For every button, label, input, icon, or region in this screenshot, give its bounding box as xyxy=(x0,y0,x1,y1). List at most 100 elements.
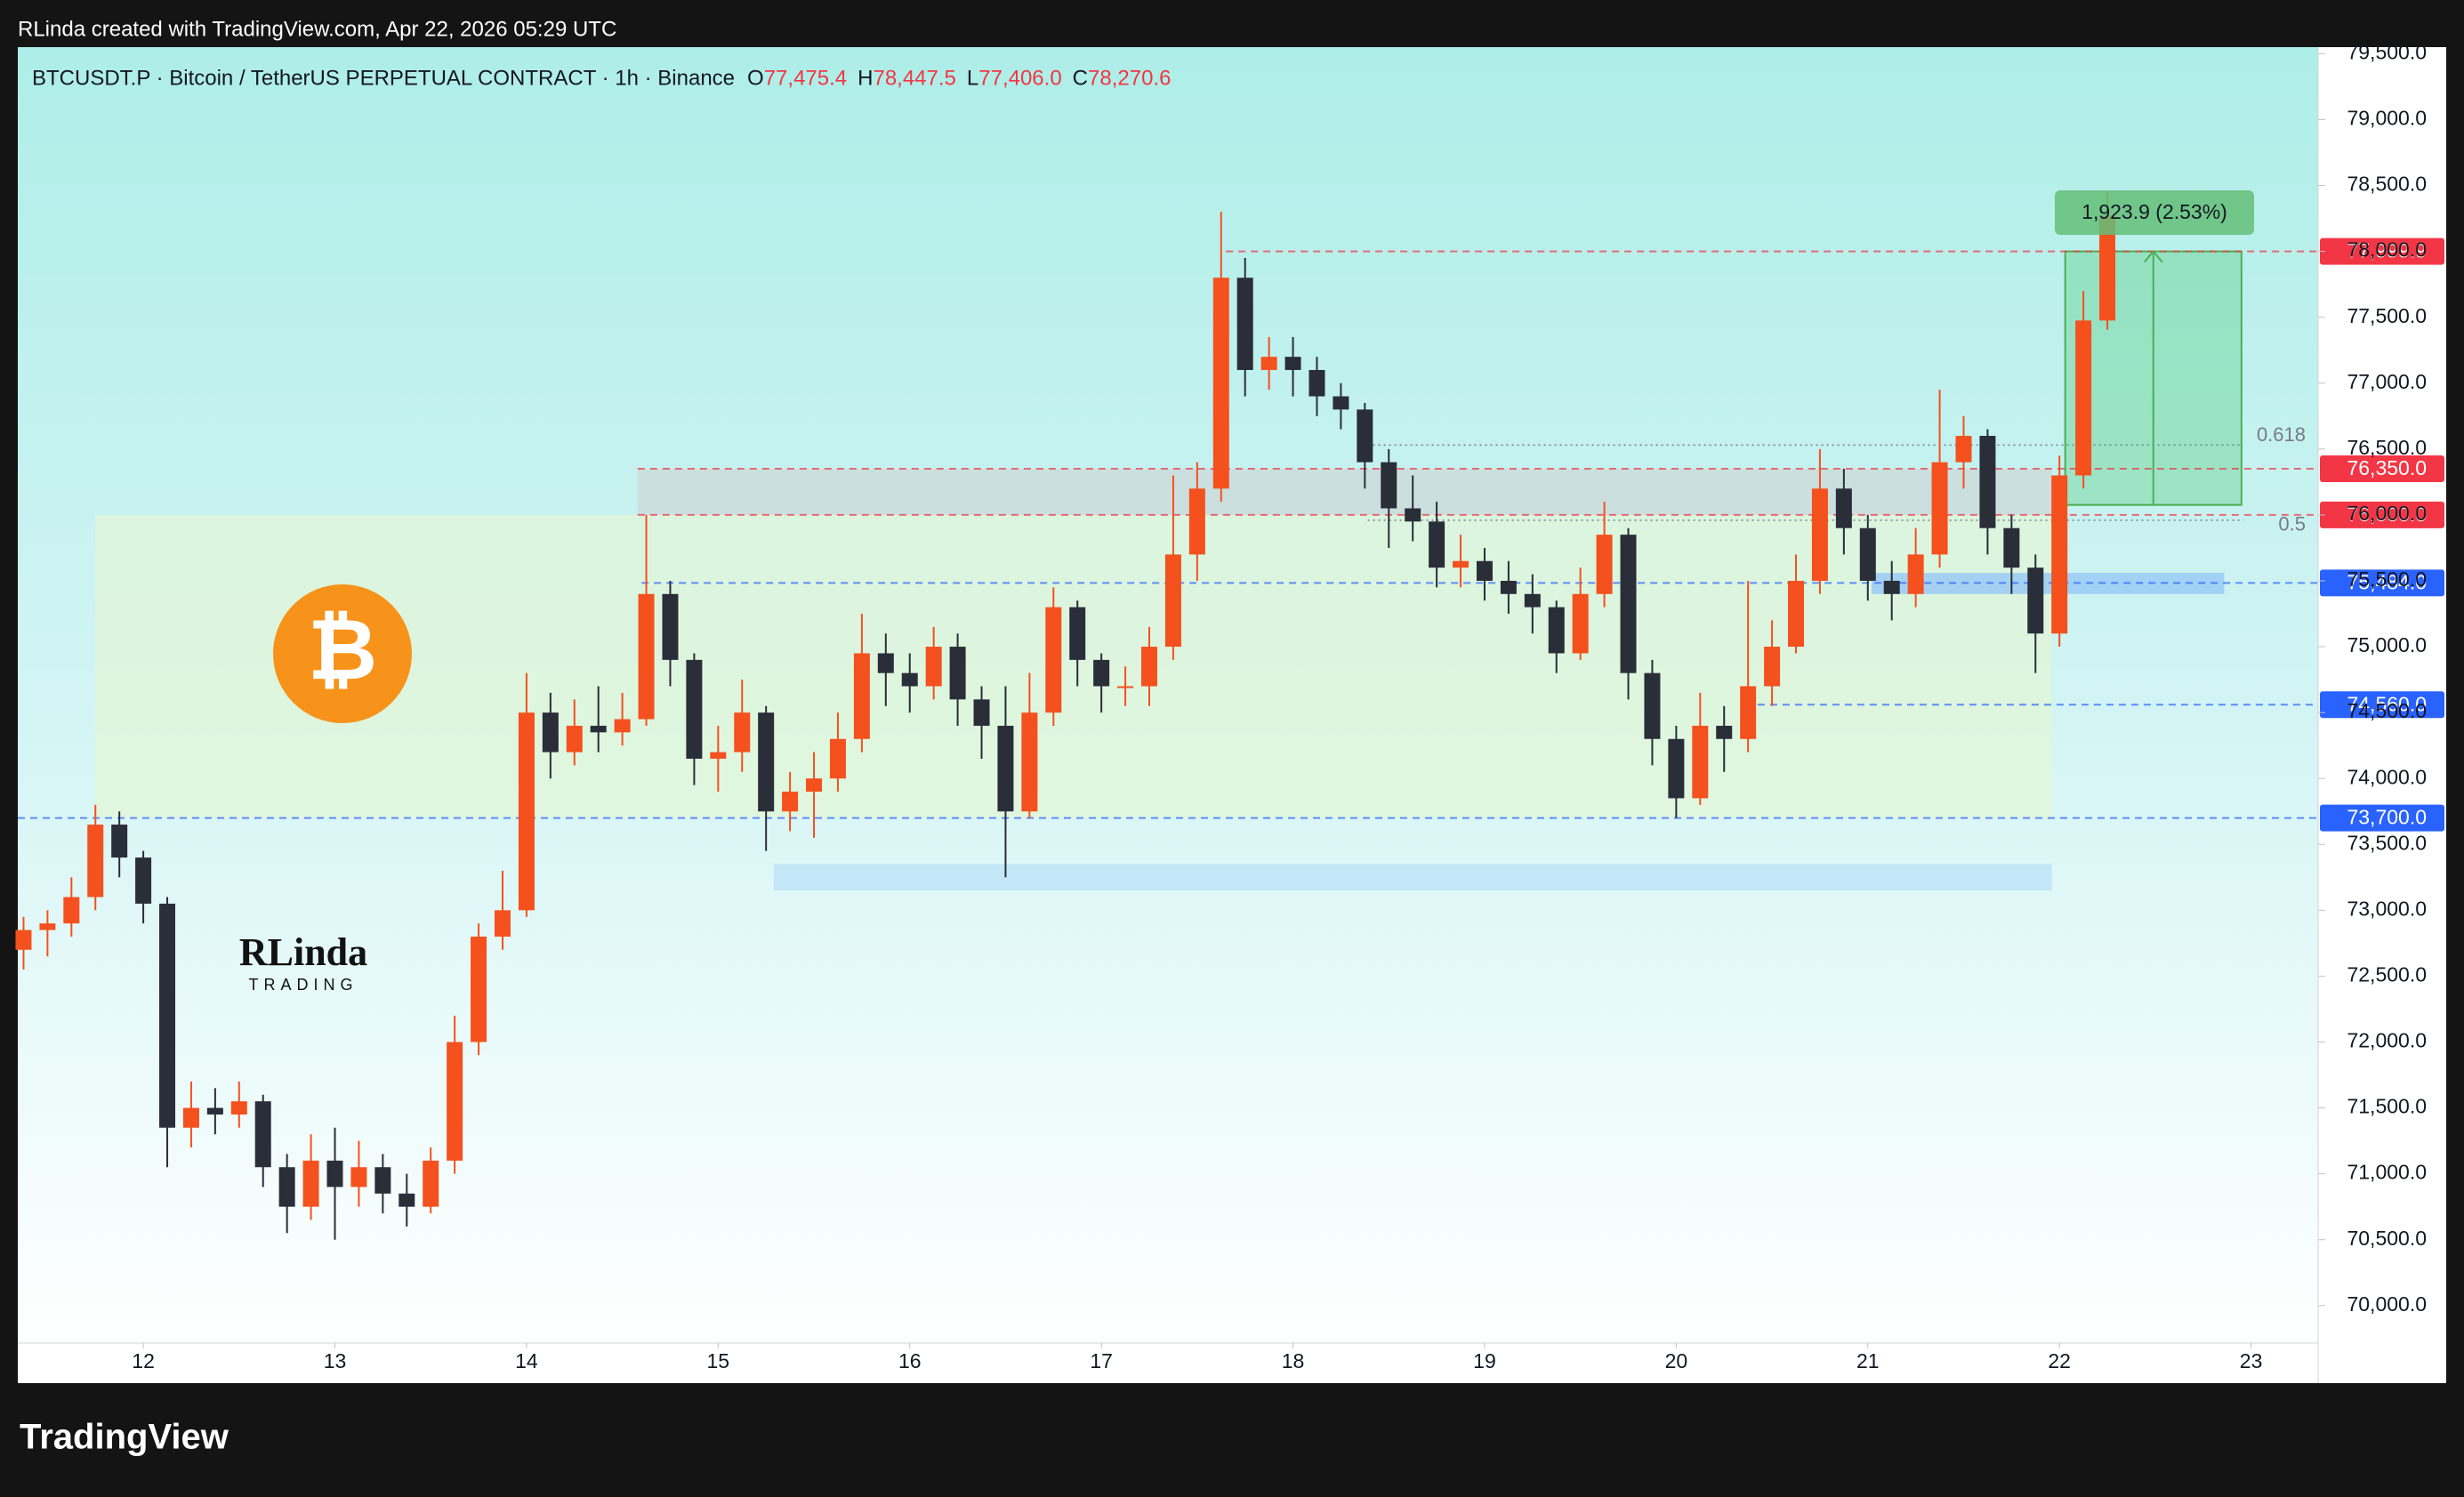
candle-body xyxy=(973,699,990,726)
time-axis xyxy=(18,1343,2318,1383)
candle-body xyxy=(350,1167,367,1187)
candle-body xyxy=(901,672,918,687)
y-tick-label: 78,000.0 xyxy=(2347,238,2427,262)
candle-body xyxy=(710,752,727,759)
measure-label: 1,923.9 (2.53%) xyxy=(2082,200,2227,223)
level-tag xyxy=(2320,237,2444,265)
x-tick-label: 17 xyxy=(1090,1349,1113,1372)
candle-body xyxy=(1716,725,1733,739)
watermark-name: RLinda xyxy=(239,930,367,974)
candle-body xyxy=(1476,560,1493,581)
candle-body xyxy=(1979,436,1996,528)
candle-body xyxy=(1524,593,1541,608)
candle-body xyxy=(1764,647,1781,687)
ohlc-value: 78,447.5 xyxy=(873,66,955,90)
candle-body xyxy=(877,653,894,673)
candle-body xyxy=(1405,508,1421,522)
candle-body xyxy=(2099,215,2116,321)
candle-body xyxy=(15,930,32,950)
candle-body xyxy=(1907,554,1924,594)
candle-body xyxy=(1117,686,1134,688)
candle-body xyxy=(447,1042,463,1161)
candle-body xyxy=(1381,462,1397,509)
candle-body xyxy=(734,712,751,753)
candle-body xyxy=(1140,647,1157,687)
candle-body xyxy=(1668,738,1685,799)
candle-body xyxy=(1357,409,1373,463)
candle-body xyxy=(1453,560,1470,568)
candle-body xyxy=(326,1160,343,1187)
candle-body xyxy=(1260,357,1277,370)
candle-body xyxy=(1740,686,1757,739)
x-tick-label: 14 xyxy=(515,1349,538,1372)
level-tag xyxy=(2320,691,2444,719)
zone xyxy=(95,514,2052,818)
candle-body xyxy=(1429,521,1445,568)
fib-label: 0.5 xyxy=(2278,513,2306,535)
candle-body xyxy=(1212,278,1229,489)
candle-body xyxy=(2003,527,2020,568)
candle-body xyxy=(1333,396,1349,410)
y-tick-label: 71,500.0 xyxy=(2347,1095,2427,1118)
measure-arrowhead xyxy=(2143,250,2163,263)
watermark-sub: TRADING xyxy=(249,976,358,994)
y-tick-label: 73,500.0 xyxy=(2347,831,2427,854)
bitcoin-symbol: ₿ xyxy=(308,602,377,697)
candle-body xyxy=(1835,488,1852,528)
candle-body xyxy=(135,857,152,904)
x-tick-label: 20 xyxy=(1665,1349,1688,1372)
candle-body xyxy=(2075,320,2092,476)
candle-body xyxy=(254,1101,271,1168)
y-tick-label: 72,500.0 xyxy=(2347,962,2427,986)
x-tick-label: 21 xyxy=(1856,1349,1880,1372)
candle-body xyxy=(829,738,846,779)
y-tick-label: 70,500.0 xyxy=(2347,1227,2427,1250)
footer-logo: TradingView xyxy=(20,1418,229,1457)
candle-body xyxy=(590,725,607,733)
candle-body xyxy=(949,647,966,700)
candle-body xyxy=(374,1167,391,1194)
y-tick-label: 77,000.0 xyxy=(2347,370,2427,393)
ohlc-key: L xyxy=(967,66,978,90)
level-tag xyxy=(2320,455,2444,483)
symbol-info: BTCUSDT.P · Bitcoin / TetherUS PERPETUAL… xyxy=(32,66,735,90)
candle-body xyxy=(614,719,631,733)
candle-body xyxy=(2027,567,2044,634)
candle-body xyxy=(1955,436,1972,463)
candle-body xyxy=(853,653,870,739)
candle-body xyxy=(1572,593,1589,654)
candle-body xyxy=(1500,580,1517,594)
candle-body xyxy=(997,725,1014,812)
candle-body xyxy=(230,1101,247,1115)
candle-body xyxy=(518,712,535,911)
candle-body xyxy=(1883,580,1900,594)
candle-body xyxy=(87,825,104,897)
candle-body xyxy=(1188,488,1205,555)
x-tick-label: 19 xyxy=(1473,1349,1496,1372)
ohlc-key: H xyxy=(858,66,873,90)
candle-body xyxy=(1644,672,1661,739)
candle-body xyxy=(182,1107,199,1128)
x-tick-label: 12 xyxy=(132,1349,155,1372)
candle-body xyxy=(1045,607,1062,713)
y-tick-label: 76,500.0 xyxy=(2347,436,2427,459)
candle-body xyxy=(925,647,942,687)
candle-body xyxy=(423,1160,439,1207)
zone xyxy=(773,864,2052,891)
y-tick-label: 76,000.0 xyxy=(2347,502,2427,525)
candle-body xyxy=(1236,278,1253,370)
level-label: 74,560.0 xyxy=(2347,692,2427,715)
fib-label: 0.618 xyxy=(2257,423,2306,446)
candle-body xyxy=(471,936,487,1042)
y-tick-label: 71,000.0 xyxy=(2347,1161,2427,1184)
candle-body xyxy=(1811,488,1828,581)
candle-body xyxy=(1164,554,1181,648)
y-tick-label: 73,000.0 xyxy=(2347,897,2427,920)
candle-body xyxy=(206,1107,223,1115)
candle-body xyxy=(1308,369,1325,397)
y-tick-label: 74,500.0 xyxy=(2347,699,2427,722)
ohlc-value: 78,270.6 xyxy=(1088,66,1171,90)
candle-body xyxy=(2051,475,2068,634)
